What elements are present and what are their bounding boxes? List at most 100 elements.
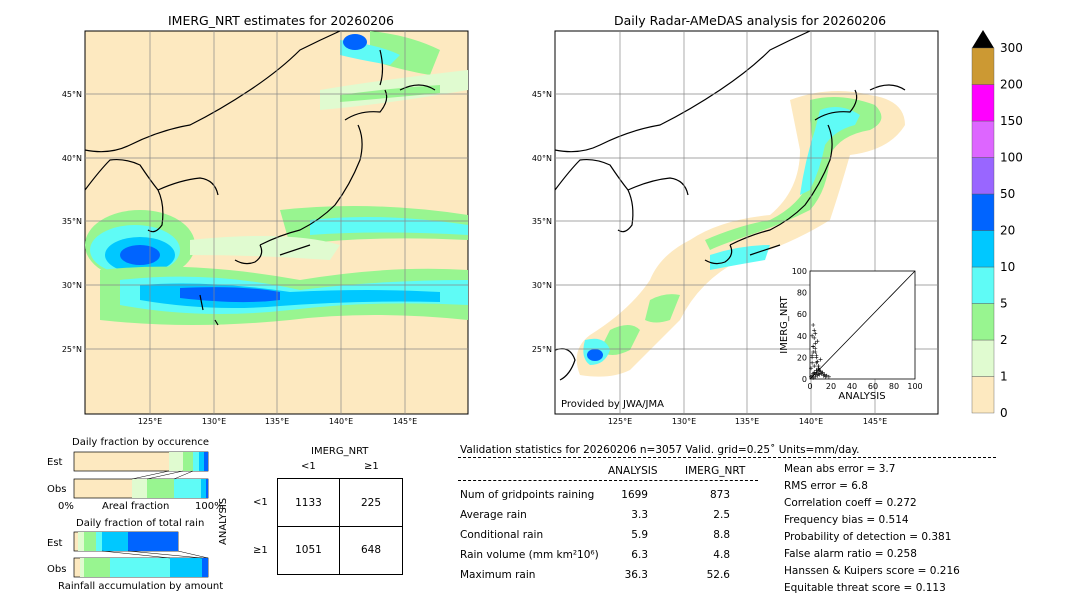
scatter-x-tick: 60	[868, 382, 878, 391]
validation-col-analysis: ANALYSIS	[608, 465, 658, 477]
colorbar-band	[971, 303, 995, 341]
scatter-point	[811, 375, 816, 380]
colorbar-label: 100	[1000, 151, 1023, 165]
validation-col-imerg: IMERG_NRT	[685, 465, 746, 477]
colorbar-label: 150	[1000, 114, 1023, 128]
right-map-lat-labels: 45°N 40°N 35°N 30°N 25°N	[532, 90, 552, 354]
lat-label: 25°N	[532, 345, 552, 354]
lat-label: 45°N	[62, 90, 82, 99]
scatter-point	[826, 374, 831, 379]
left-map-lat-labels: 45°N 40°N 35°N 30°N 25°N	[62, 90, 82, 354]
scatter-point	[820, 370, 825, 375]
lat-label: 35°N	[532, 217, 552, 226]
scatter-ylabel: IMERG_NRT	[779, 295, 790, 353]
colorbar-label: 0	[1000, 406, 1008, 420]
right-map-precip	[576, 91, 905, 377]
scatter-x-tick: 100	[907, 382, 922, 391]
scatter-point	[811, 344, 816, 349]
occurrence-axis-left: 0%	[58, 501, 74, 512]
scatter-point	[810, 353, 815, 358]
left-map: 45°N 40°N 35°N 30°N 25°N 125°E 130°E 135…	[62, 30, 469, 426]
validation-row-label: Num of gridpoints raining	[460, 489, 595, 501]
total-rain-title: Daily fraction of total rain	[76, 518, 205, 529]
score-mae: Mean abs error = 3.7	[784, 463, 896, 475]
contingency-col-header: IMERG_NRT	[311, 446, 369, 457]
occurrence-title: Daily fraction by occurence	[72, 437, 210, 448]
colorbar-label: 10	[1000, 260, 1015, 274]
lon-label: 145°E	[393, 417, 417, 426]
lon-label: 125°E	[608, 417, 632, 426]
colorbar-label: 5	[1000, 297, 1008, 311]
validation-row-imerg: 873	[709, 489, 730, 501]
scatter-x-ticks: 0 20 40 60 80 100	[807, 382, 922, 391]
scatter-point	[815, 359, 820, 364]
validation-row-analysis: 1699	[621, 489, 648, 501]
scatter-plot: 0 20 40 60 80 100 0 20 40 60 80 100 ANALYSIS IMERG…	[779, 267, 923, 402]
contingency-row-lt: <1	[253, 497, 268, 508]
left-map-coastlines	[84, 30, 436, 326]
colorbar-bands	[971, 47, 995, 414]
colorbar-band	[971, 230, 995, 268]
lat-label: 40°N	[532, 154, 552, 163]
lon-label: 135°E	[735, 417, 759, 426]
contingency-cell-c: 1051	[295, 544, 322, 556]
scatter-point	[815, 373, 820, 378]
colorbar-label: 2	[1000, 333, 1008, 347]
score-hk: Hanssen & Kuipers score = 0.216	[784, 565, 960, 577]
scatter-point	[824, 373, 829, 378]
score-rmse: RMS error = 6.8	[784, 480, 868, 492]
colorbar-band	[971, 84, 995, 122]
left-map-precip	[85, 31, 468, 325]
score-correlation: Correlation coeff = 0.272	[784, 497, 917, 509]
colorbar-band	[971, 193, 995, 231]
scatter-xlabel: ANALYSIS	[838, 391, 885, 402]
scatter-point	[818, 357, 823, 362]
contingency-cell-a: 1133	[295, 497, 322, 509]
colorbar-labels: 0 1 2 5 10 20 50 100 150 200 300	[1000, 41, 1023, 420]
scatter-x-tick: 20	[826, 382, 836, 391]
lat-label: 45°N	[532, 90, 552, 99]
lon-label: 140°E	[329, 417, 353, 426]
total-rain-footer: Rainfall accumulation by amount	[58, 581, 224, 592]
lon-label: 130°E	[202, 417, 226, 426]
colorbar-label: 200	[1000, 78, 1023, 92]
validation-header: Validation statistics for 20260206 n=305…	[460, 444, 860, 456]
scatter-point	[813, 374, 818, 379]
lat-label: 30°N	[532, 281, 552, 290]
total-rain-obs-label: Obs	[47, 564, 67, 575]
colorbar-band	[971, 47, 995, 85]
scatter-y-tick: 40	[797, 332, 807, 341]
lat-label: 25°N	[62, 345, 82, 354]
scatter-point	[810, 360, 815, 365]
occurrence-est-label: Est	[47, 457, 63, 468]
colorbar-label: 1	[1000, 370, 1008, 384]
scatter-point	[815, 339, 820, 344]
colorbar-band	[971, 266, 995, 304]
right-map-lon-labels: 125°E 130°E 135°E 140°E 145°E	[608, 417, 887, 426]
lon-label: 130°E	[672, 417, 696, 426]
scatter-point	[814, 370, 819, 375]
validation-row-label: Rain volume (mm km²10⁶)	[460, 549, 599, 561]
scatter-y-tick: 0	[802, 375, 807, 384]
colorbar-label: 20	[1000, 224, 1015, 238]
contingency-row-header: ANALYSIS	[218, 497, 229, 545]
occurrence-bars	[73, 451, 209, 499]
scatter-x-tick: 0	[807, 382, 812, 391]
colorbar: 0 1 2 5 10 20 50 100 150 200 300	[971, 30, 1023, 420]
colorbar-extend-triangle	[972, 30, 994, 48]
scatter-point	[822, 372, 827, 377]
colorbar-band	[971, 120, 995, 158]
validation-row-label: Maximum rain	[460, 569, 536, 581]
validation-row-analysis: 36.3	[624, 569, 648, 581]
scatter-point	[814, 355, 819, 360]
scatter-point	[818, 369, 823, 374]
score-pod: Probability of detection = 0.381	[784, 531, 952, 543]
scatter-y-tick: 60	[797, 310, 807, 319]
contingency-col-lt: <1	[301, 461, 316, 472]
scatter-point	[812, 364, 817, 369]
validation-col-rule	[458, 480, 758, 481]
scatter-points	[809, 323, 831, 380]
left-map-title: IMERG_NRT estimates for 20260206	[168, 13, 395, 28]
left-map-lon-labels: 125°E 130°E 135°E 140°E 145°E	[138, 417, 417, 426]
colorbar-band	[971, 157, 995, 195]
